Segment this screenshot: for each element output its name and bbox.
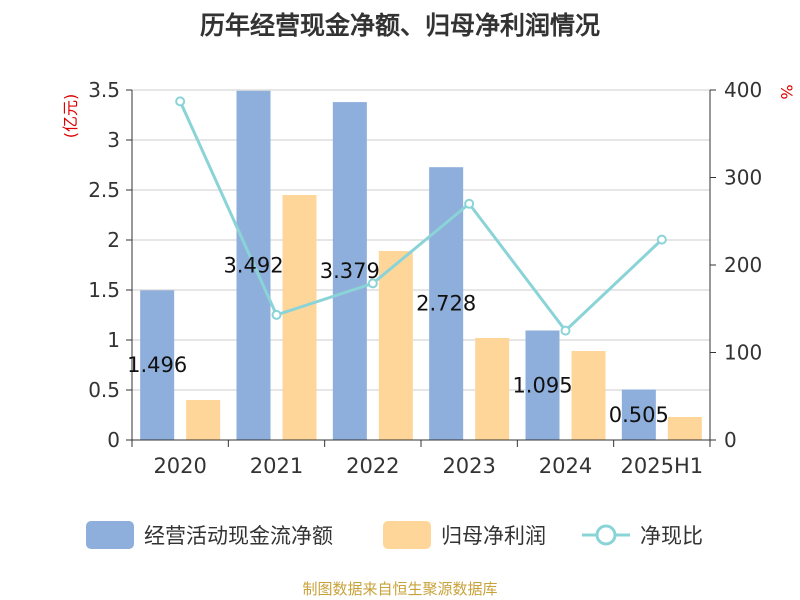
bar-cashflow [621,389,656,440]
cashflow-value-label: 2.728 [416,292,476,316]
right-tick-label: 100 [724,341,762,365]
x-tick-label: 2024 [539,454,592,478]
legend-item-cash-ratio[interactable]: 净现比 [582,518,703,552]
ratio-point [367,278,378,289]
left-tick-label: 0 [107,428,120,452]
source-footer: 制图数据来自恒生聚源数据库 [302,580,498,598]
ratio-point [656,234,667,245]
ratio-line-path [178,100,663,333]
ratio-point [271,309,282,320]
left-unit-label: (亿元) [61,94,80,139]
left-tick-label: 2.5 [88,178,120,202]
legend-item-net-profit[interactable]: 归母净利润 [383,518,546,552]
ratio-point [175,96,186,107]
chart-title: 历年经营现金净额、归母净利润情况 [199,11,600,40]
legend-label-cashflow: 经营活动现金流净额 [144,524,333,548]
right-tick-label: 200 [724,253,762,277]
cashflow-value-label: 3.379 [320,259,380,283]
legend-label-cash-ratio: 净现比 [640,524,703,548]
cashflow-value-label: 1.496 [127,353,187,377]
right-tick-label: 0 [724,428,737,452]
legend-swatch-cash-ratio-icon [582,524,630,546]
left-tick-label: 3.5 [88,78,120,102]
bar-cashflow [140,290,175,440]
bar-cashflow [332,102,367,440]
ratio-point [560,325,571,336]
x-tick-label: 2025H1 [621,454,704,478]
cashflow-value-label: 1.095 [512,373,572,397]
x-tick-label: 2022 [346,454,399,478]
x-tick-label: 2020 [153,454,206,478]
right-tick-label: 400 [724,78,762,102]
bar-net-profit [475,338,510,440]
cashflow-value-label: 3.492 [223,253,283,277]
axes: 0 0.5 1 1.5 2 2.5 3 3.5 0 100 200 300 400 (亿元)% 2020 20… [61,78,796,478]
ratio-point [464,198,475,209]
legend-swatch-cashflow [86,521,134,549]
left-tick-label: 0.5 [88,378,120,402]
legend-item-cashflow[interactable]: 经营活动现金流净额 [86,518,333,552]
bar-net-profit [667,417,702,440]
cashflow-value-label: 0.505 [609,403,669,427]
left-tick-label: 1.5 [88,278,120,302]
x-tick-label: 2023 [442,454,495,478]
bar-net-profit [378,251,413,440]
left-tick-label: 3 [107,128,120,152]
bar-net-profit [571,351,606,440]
data-labels: 1.496 3.492 3.379 2.728 1.095 0.505 [127,253,669,426]
ratio-line [175,96,667,336]
bar-net-profit [282,195,317,440]
grid-lines [132,89,710,391]
x-tick-label: 2021 [250,454,303,478]
right-unit-label: % [777,84,796,99]
right-tick-label: 300 [724,166,762,190]
bar-cashflow [525,330,560,440]
legend: 经营活动现金流净额 归母净利润 净现比 [0,518,800,552]
left-tick-label: 1 [107,328,120,352]
legend-swatch-net-profit [383,521,431,549]
left-tick-label: 2 [107,228,120,252]
bar-net-profit [186,400,221,440]
legend-label-net-profit: 归母净利润 [441,524,546,548]
